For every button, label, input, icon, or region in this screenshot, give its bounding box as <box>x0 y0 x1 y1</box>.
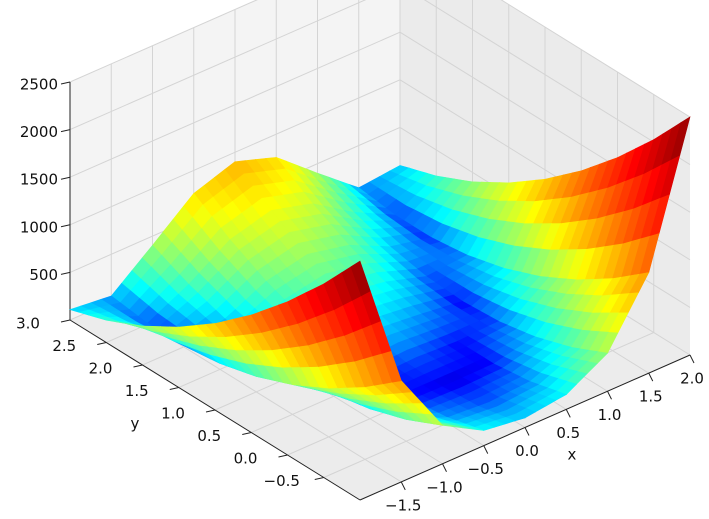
x-tick-label: 0.5 <box>556 424 580 442</box>
x-tick-label: 1.5 <box>639 388 663 406</box>
y-axis-title: y <box>131 415 140 433</box>
x-tick-label: 1.0 <box>598 406 622 424</box>
tick-mark <box>607 391 612 400</box>
tick-mark <box>442 463 447 472</box>
y-tick-label: 0.0 <box>234 450 258 468</box>
tick-mark <box>60 224 71 228</box>
tick-mark <box>60 176 71 180</box>
tick-mark <box>60 271 71 275</box>
y-tick-label: 3.0 <box>16 315 40 333</box>
tick-mark <box>278 454 288 458</box>
tick-mark <box>205 409 216 413</box>
grid-line <box>69 31 401 178</box>
tick-mark <box>133 364 143 368</box>
x-tick-label: 0.0 <box>515 442 539 460</box>
z-tick-label: 1500 <box>20 171 58 189</box>
tick-mark <box>483 445 489 454</box>
tick-mark <box>60 319 71 323</box>
tick-mark <box>565 409 571 418</box>
tick-mark <box>97 342 107 345</box>
z-tick-label: 1000 <box>20 218 58 236</box>
tick-mark <box>242 432 252 435</box>
y-tick-label: 2.0 <box>89 360 113 378</box>
y-tick-label: −0.5 <box>264 472 300 490</box>
grid-line <box>69 79 401 226</box>
z-tick-label: 500 <box>29 266 58 284</box>
x-tick-label: −1.5 <box>385 496 421 514</box>
z-tick-label: 2500 <box>20 76 58 94</box>
x-tick-label: −0.5 <box>468 460 504 478</box>
tick-mark <box>524 427 530 436</box>
grid-line <box>69 0 258 83</box>
x-tick-label: −1.0 <box>426 478 462 496</box>
surface-patch <box>350 260 371 297</box>
tick-mark <box>400 481 406 491</box>
y-tick-label: 1.5 <box>125 382 149 400</box>
y-tick-label: 2.5 <box>52 337 76 355</box>
tick-mark <box>169 387 179 390</box>
tick-mark <box>314 477 324 480</box>
x-axis-title: x <box>568 446 577 464</box>
y-tick-label: 0.5 <box>197 427 221 445</box>
x-tick-label: 2.0 <box>680 370 704 388</box>
grid-line <box>423 0 691 166</box>
grid-line <box>500 0 691 118</box>
grid-line <box>69 0 367 131</box>
tick-mark <box>60 129 71 133</box>
tick-mark <box>689 354 695 364</box>
tick-mark <box>648 372 654 382</box>
tick-mark <box>60 81 71 85</box>
z-tick-label: 2000 <box>20 123 58 141</box>
y-tick-label: 1.0 <box>161 405 185 423</box>
